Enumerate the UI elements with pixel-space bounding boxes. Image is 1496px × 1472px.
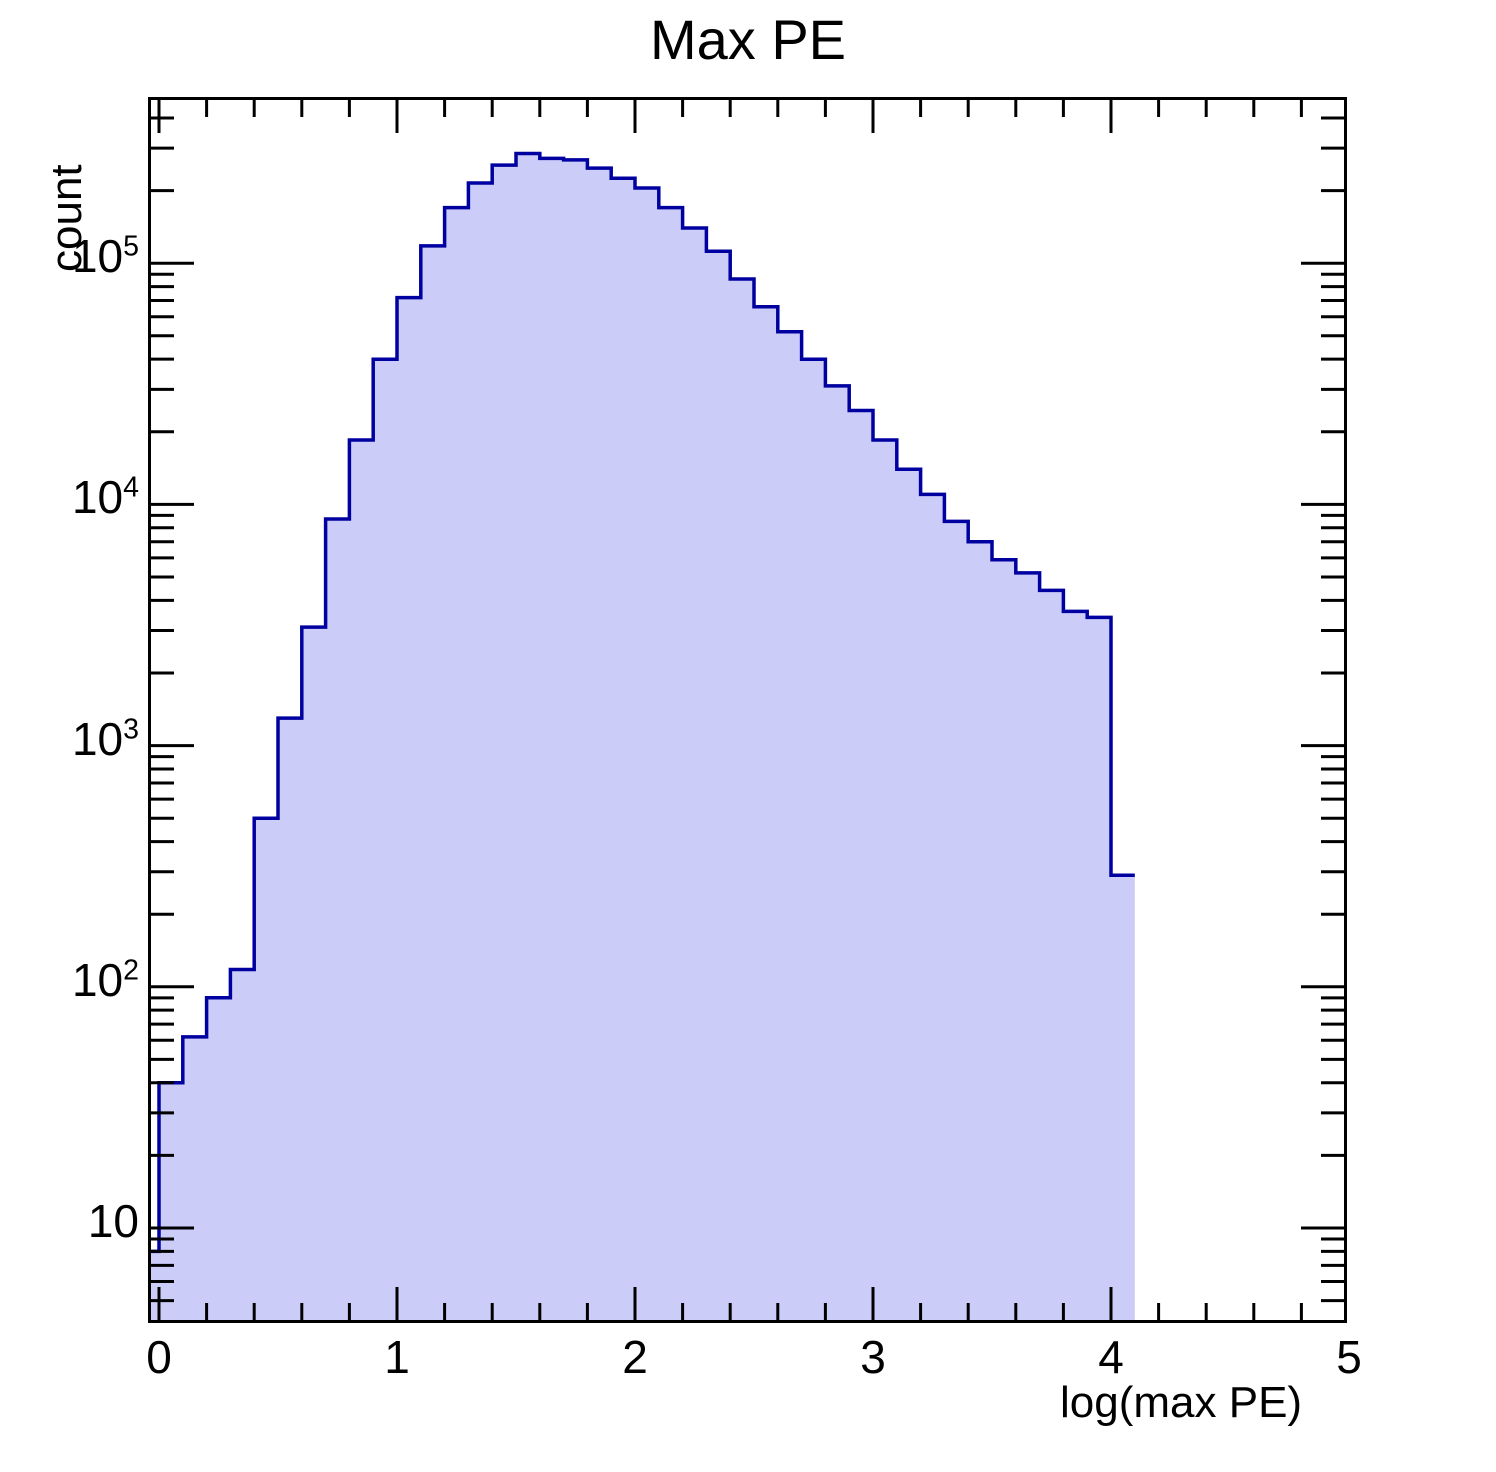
histogram-fill	[148, 153, 1135, 1323]
x-tick-label: 0	[146, 1331, 172, 1383]
histogram-series	[148, 151, 1135, 1323]
histogram-svg	[148, 97, 1347, 1323]
y-tick-label: 103	[71, 712, 139, 765]
y-tick-label: 105	[71, 230, 139, 283]
y-tick-label: 102	[71, 953, 139, 1006]
y-tick-label: 104	[71, 471, 139, 524]
histogram-outline	[148, 151, 1135, 1254]
plot-frame	[148, 97, 1347, 1323]
x-tick-label: 4	[1098, 1331, 1124, 1383]
plot-area	[148, 97, 1347, 1323]
x-tick-label: 1	[384, 1331, 410, 1383]
axis-ticks	[148, 97, 1347, 1323]
y-tick-label: 10	[87, 1195, 139, 1247]
x-axis-label: log(max PE)	[1060, 1378, 1303, 1427]
chart-title: Max PE	[649, 8, 847, 71]
x-tick-label: 3	[860, 1331, 886, 1383]
x-tick-label: 2	[622, 1331, 648, 1383]
x-tick-label: 5	[1336, 1331, 1362, 1383]
